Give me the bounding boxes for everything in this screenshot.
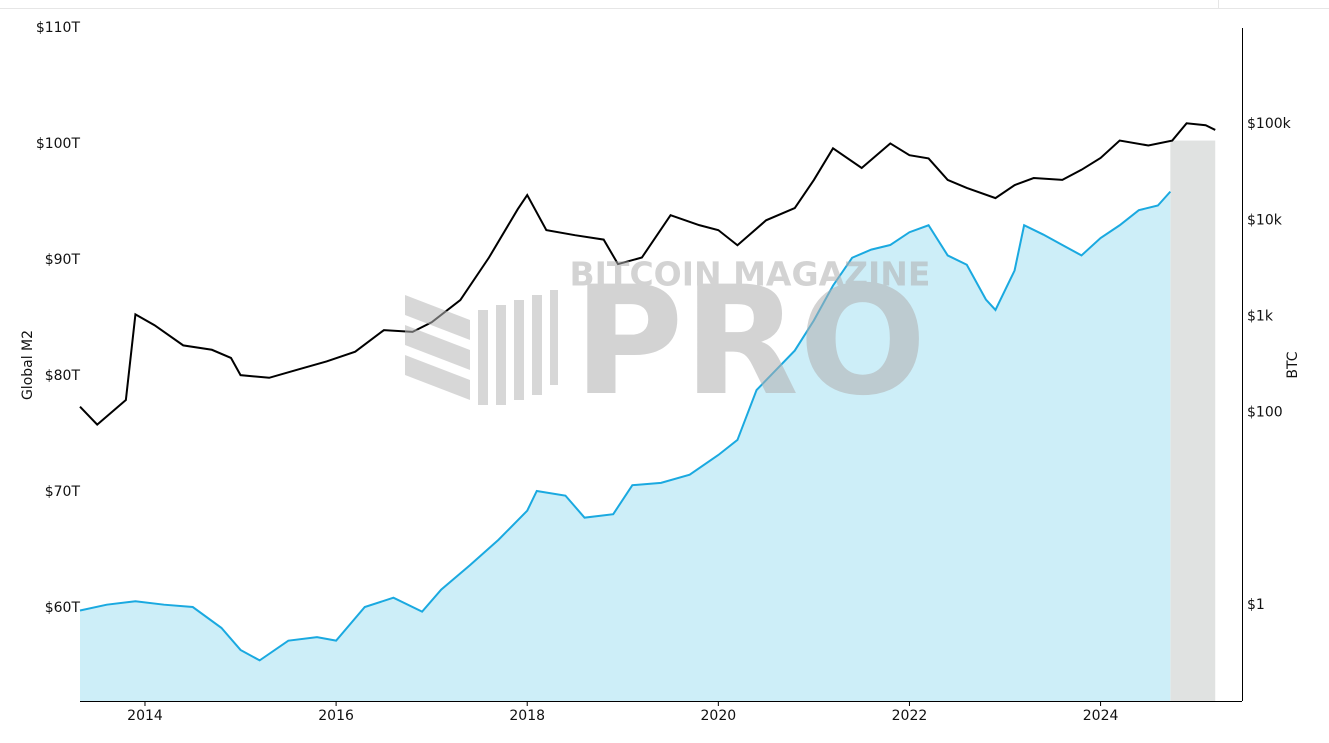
y2-axis-label: BTC bbox=[1285, 351, 1301, 378]
x-tick-label: 2024 bbox=[1083, 708, 1119, 724]
y-tick-label: $70T bbox=[45, 484, 81, 500]
shaded-range bbox=[1170, 140, 1216, 701]
y2-tick-label: $1k bbox=[1247, 308, 1274, 324]
y2-tick-label: $10k bbox=[1247, 212, 1283, 228]
y-tick-label: $80T bbox=[45, 368, 81, 384]
x-tick-label: 2014 bbox=[127, 708, 163, 724]
x-tick-label: 2022 bbox=[892, 708, 928, 724]
area-line bbox=[79, 190, 1172, 662]
y-tick-label: $60T bbox=[45, 600, 81, 616]
y-tick-label: $110T bbox=[36, 20, 81, 36]
y2-tick-label: $100 bbox=[1247, 405, 1283, 421]
x-tick-label: 2016 bbox=[318, 708, 354, 724]
y-axis-label: Global M2 bbox=[20, 330, 36, 400]
line bbox=[79, 122, 1216, 426]
x-tick-label: 2018 bbox=[509, 708, 545, 724]
watermark-title: BITCOIN MAGAZINE bbox=[570, 255, 931, 294]
watermark: BITCOIN MAGAZINE PRO bbox=[405, 255, 931, 429]
watermark-pro: PRO bbox=[574, 255, 927, 429]
plot bbox=[79, 122, 1216, 701]
y2-tick-label: $100k bbox=[1247, 116, 1292, 132]
watermark-logo bbox=[405, 290, 558, 405]
x-tick-label: 2020 bbox=[701, 708, 737, 724]
y-tick-label: $90T bbox=[45, 252, 81, 268]
y2-tick-label: $1 bbox=[1247, 597, 1265, 613]
y-tick-label: $100T bbox=[36, 136, 81, 152]
area-fill bbox=[80, 191, 1171, 701]
